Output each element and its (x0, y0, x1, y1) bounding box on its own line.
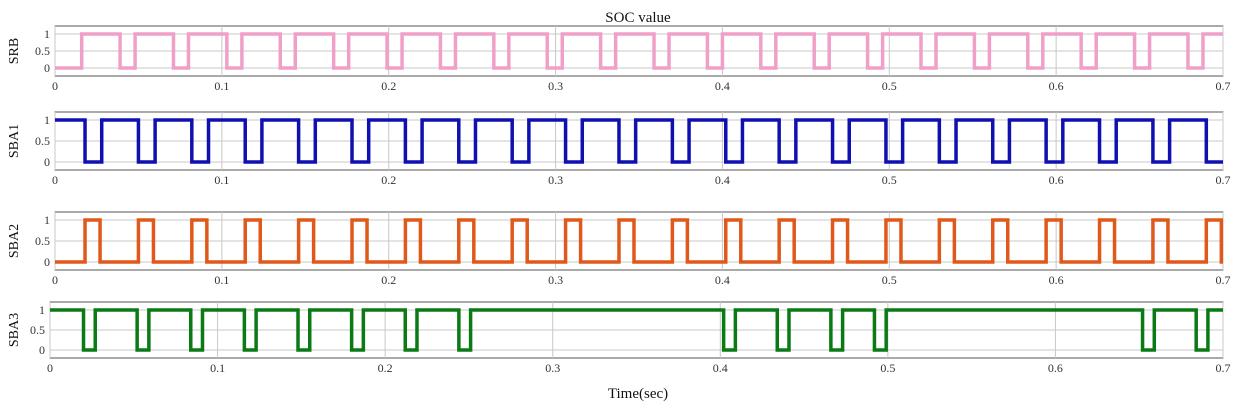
signal-trace-srb (55, 32, 1223, 70)
x-tick-label: 0.6 (1049, 173, 1064, 187)
x-axis-label: Time(sec) (608, 386, 668, 402)
signal-trace-sba3 (50, 308, 1223, 352)
x-tick-label: 0 (52, 79, 58, 93)
y-axis-label: SBA2 (7, 224, 22, 258)
y-tick-label: 0.5 (35, 134, 50, 148)
x-tick-label: 0 (47, 361, 53, 375)
y-axis-label: SRB (7, 38, 22, 64)
x-tick-label: 0.2 (378, 361, 393, 375)
y-tick-label: 1 (44, 27, 50, 41)
x-tick-label: 0.5 (882, 273, 897, 287)
x-tick-label: 0.7 (1216, 79, 1231, 93)
x-tick-label: 0.2 (381, 173, 396, 187)
y-axis-label: SBA3 (7, 313, 22, 347)
y-tick-label: 1 (44, 113, 50, 127)
x-tick-label: 0.6 (1049, 273, 1064, 287)
y-axis-label: SBA1 (7, 124, 22, 158)
x-tick-label: 0.3 (545, 361, 560, 375)
x-tick-label: 0.7 (1216, 361, 1231, 375)
y-tick-label: 0 (39, 343, 45, 357)
y-tick-label: 0 (44, 155, 50, 169)
x-tick-label: 0.7 (1216, 273, 1231, 287)
x-tick-label: 0.3 (548, 273, 563, 287)
y-tick-label: 1 (44, 213, 50, 227)
y-tick-label: 0 (44, 255, 50, 269)
x-tick-label: 0.5 (882, 79, 897, 93)
x-tick-label: 0.1 (210, 361, 225, 375)
y-tick-label: 0.5 (35, 234, 50, 248)
x-tick-label: 0.5 (882, 173, 897, 187)
x-tick-label: 0.1 (214, 79, 229, 93)
y-tick-label: 0.5 (35, 44, 50, 58)
x-tick-label: 0.1 (214, 173, 229, 187)
x-tick-label: 0 (52, 273, 58, 287)
signal-trace-sba2 (55, 218, 1224, 264)
x-tick-label: 0.6 (1048, 361, 1063, 375)
x-tick-label: 0.4 (715, 173, 730, 187)
x-tick-label: 0.4 (713, 361, 728, 375)
y-tick-label: 0 (44, 61, 50, 75)
x-tick-label: 0.3 (548, 79, 563, 93)
x-tick-label: 0.7 (1216, 173, 1231, 187)
subplot-panels: 0 0.1 0.2 0.3 0.4 0.5 0.6 0.7 0 0.5 1 SRB 0 0.1 0.2 0.3… (7, 25, 1231, 375)
subplot-srb: 0 0.1 0.2 0.3 0.4 0.5 0.6 0.7 0 0.5 1 SRB (7, 25, 1231, 93)
x-tick-label: 0.6 (1049, 79, 1064, 93)
subplot-sba1: 0 0.1 0.2 0.3 0.4 0.5 0.6 0.7 0 0.5 1 SBA1 (7, 111, 1231, 187)
signal-trace-sba1 (55, 118, 1223, 164)
x-tick-label: 0.3 (548, 173, 563, 187)
subplot-sba2: 0 0.1 0.2 0.3 0.4 0.5 0.6 0.7 0 0.5 1 SBA2 (7, 211, 1231, 287)
y-tick-label: 1 (39, 303, 45, 317)
x-tick-label: 0.1 (214, 273, 229, 287)
x-tick-label: 0.5 (880, 361, 895, 375)
x-tick-label: 0.2 (381, 273, 396, 287)
x-tick-label: 0 (52, 173, 58, 187)
x-tick-label: 0.2 (381, 79, 396, 93)
x-tick-label: 0.4 (715, 79, 730, 93)
x-tick-label: 0.4 (715, 273, 730, 287)
y-tick-label: 0.5 (30, 323, 45, 337)
figure-title: SOC value (605, 10, 671, 26)
subplot-sba3: 0 0.1 0.2 0.3 0.4 0.5 0.6 0.7 0 0.5 1 SBA3 (7, 301, 1231, 375)
